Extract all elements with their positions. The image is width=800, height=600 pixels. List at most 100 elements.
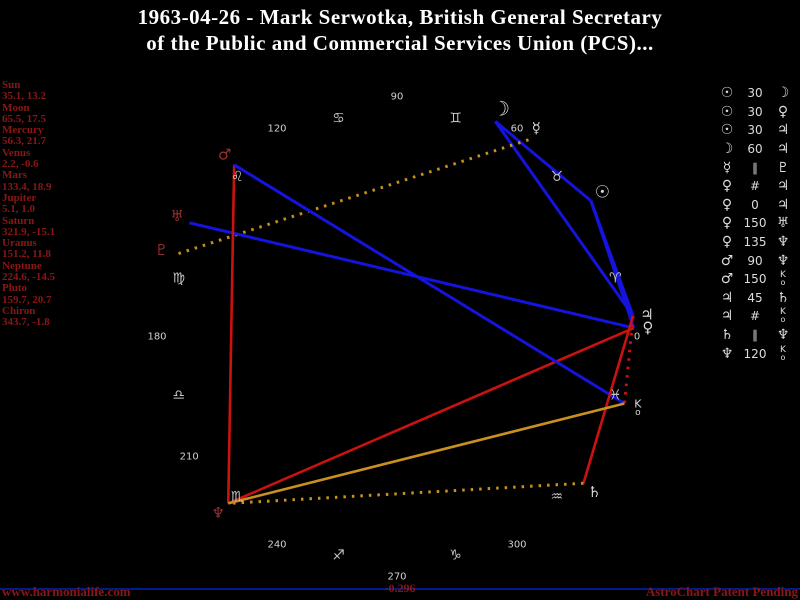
aspect-line-venus-uranus <box>188 221 635 330</box>
planet-name: Sun <box>2 79 21 91</box>
aspect-label: 30 <box>747 86 763 101</box>
page-title-line2: of the Public and Commercial Services Un… <box>146 31 654 55</box>
planet-name: Chiron <box>2 304 36 317</box>
sign-glyph-pisces: ♓ <box>609 387 622 403</box>
aspect-planet-glyph-venus: ♀ <box>721 215 733 232</box>
planet-glyph-saturn: ♄ <box>588 483 601 501</box>
planet-glyph-chiron: K <box>634 397 642 410</box>
aspect-line-mars-neptune <box>226 164 236 504</box>
planet-glyph-mars: ♂ <box>218 146 231 164</box>
tick-label-240: 240 <box>267 539 286 550</box>
sign-glyph-capricorn: ♑ <box>449 547 462 563</box>
aspect-line-sun-moon <box>494 120 592 202</box>
sign-glyph-sagittarius: ♐ <box>332 547 345 563</box>
aspect-row: ♀ 135 ♆ <box>716 233 794 252</box>
planet-values: 133.4, 18.9 <box>2 180 52 193</box>
aspect-planet-glyph-saturn: ♄ <box>720 327 734 344</box>
aspect-row: ♀ # ♃ <box>716 177 794 196</box>
aspect-list: ☉ 30 ☽ ☉ 30 ♀ ☉ 30 ♃ ☽ 60 ♃ ☿ ∥ ♇ ♀ # ♃ ♀ 0 ♃ ♀ 150 ♅ ♀ 135 ♆ ♂ 90 ♆ ♂… <box>716 84 794 363</box>
aspect-row: ☿ ∥ ♇ <box>716 158 794 177</box>
aspect-row: ♀ 0 ♃ <box>716 196 794 215</box>
aspect-label: # <box>749 309 761 324</box>
planet-values: 5.1, 1.0 <box>2 203 35 216</box>
aspect-planet-glyph-venus: ♀ <box>777 103 789 120</box>
planet-glyph-uranus: ♅ <box>170 207 183 225</box>
aspect-line-sun-jupiter <box>589 200 635 317</box>
aspect-label: # <box>749 179 761 194</box>
planet-ephemeris-list: Sun 35.1, 13.2 Moon 65.5, 17.5 Mercury 56.3, … <box>2 79 56 329</box>
aspect-planet-glyph-venus: ♀ <box>721 178 733 195</box>
sign-glyph-scorpio: ♏ <box>231 489 244 505</box>
tick-label-180: 180 <box>147 332 166 343</box>
aspect-planet-glyph-uranus: ♅ <box>776 215 790 232</box>
aspect-row: ♀ 150 ♅ <box>716 214 794 233</box>
aspect-planet-glyph-neptune: ♆ <box>720 345 734 362</box>
website-label: www.harmonialife.com <box>2 584 131 599</box>
aspect-row: ☉ 30 ☽ <box>716 84 794 103</box>
aspect-line-neptune-chiron <box>227 402 625 505</box>
patent-label: AstroChart Patent Pending <box>645 584 798 599</box>
planet-name: Jupiter <box>2 191 37 204</box>
aspect-label: 90 <box>747 253 763 268</box>
chart-bottom-value: -0.296 <box>384 581 416 595</box>
aspect-planet-glyph-jupiter: ♃ <box>776 122 790 139</box>
aspect-line-venus-neptune <box>227 326 635 505</box>
aspect-planet-glyph-jupiter: ♃ <box>720 289 734 306</box>
planet-name: Mars <box>2 169 28 182</box>
planet-glyph-mercury: ☿ <box>532 119 541 137</box>
aspect-planet-glyph-mars: ♂ <box>720 271 734 288</box>
aspect-row: ☉ 30 ♃ <box>716 121 794 140</box>
aspect-planet-glyph-moon: ☽ <box>776 85 790 102</box>
planet-name: Moon <box>2 101 30 114</box>
tick-label-270: 270 <box>387 572 406 583</box>
tick-label-90: 90 <box>391 92 404 103</box>
aspect-planet-glyph-sun: ☉ <box>720 122 734 139</box>
tick-label-210: 210 <box>180 452 199 463</box>
aspect-label: 135 <box>743 235 767 250</box>
sign-glyph-leo: ♌ <box>231 169 244 185</box>
planet-values: 224.6, -14.5 <box>2 271 56 284</box>
sign-glyph-cancer: ♋ <box>332 111 345 127</box>
page-title-line1: 1963-04-26 - Mark Serwotka, British Gene… <box>137 5 663 29</box>
aspect-line-saturn-neptune <box>228 481 584 505</box>
aspect-planet-glyph-saturn: ♄ <box>776 289 790 306</box>
planet-name: Venus <box>2 146 31 159</box>
aspect-row: ☽ 60 ♃ <box>716 140 794 159</box>
planet-values: 151.2, 11.8 <box>2 248 51 261</box>
planet-name: Pluto <box>2 282 28 295</box>
aspect-label: 0 <box>751 197 759 212</box>
aspect-row: ♂ 90 ♆ <box>716 251 794 270</box>
aspect-row: ☉ 30 ♀ <box>716 103 794 122</box>
aspect-planet-glyph-mercury: ☿ <box>722 159 732 176</box>
aspect-label: ∥ <box>752 160 758 175</box>
aspect-planet-glyph-neptune: ♆ <box>776 234 790 251</box>
aspect-planet-glyph-pluto: ♇ <box>776 159 790 176</box>
planet-glyph-moon: ☽ <box>492 97 510 121</box>
aspect-line-jupiter-saturn <box>582 315 635 484</box>
planet-glyph-jupiter: ♃ <box>640 306 653 324</box>
tick-label-120: 120 <box>267 124 286 135</box>
aspect-row: ♃ 45 ♄ <box>716 289 794 308</box>
tick-label-300: 300 <box>507 539 526 550</box>
planet-values: 2.2, -0.6 <box>2 158 39 171</box>
planet-glyph-neptune: ♆ <box>212 504 225 522</box>
planet-glyph-chiron: o <box>635 408 641 418</box>
sign-glyph-taurus: ♉ <box>551 169 564 185</box>
aspect-planet-glyph-sun: ☉ <box>720 85 734 102</box>
aspect-label: 120 <box>743 346 767 361</box>
planet-name: Uranus <box>2 237 37 250</box>
aspect-planet-glyph-mars: ♂ <box>720 252 734 269</box>
sign-glyph-gemini: ♊ <box>449 111 462 127</box>
aspect-label: ∥ <box>752 328 758 343</box>
aspect-planet-glyph-jupiter: ♃ <box>776 196 790 213</box>
aspect-planet-glyph-sun: ☉ <box>720 103 734 120</box>
aspect-line-mercury-pluto <box>174 138 529 257</box>
aspect-planet-glyph-jupiter: ♃ <box>720 308 734 325</box>
planet-values: 159.7, 20.7 <box>2 293 52 306</box>
